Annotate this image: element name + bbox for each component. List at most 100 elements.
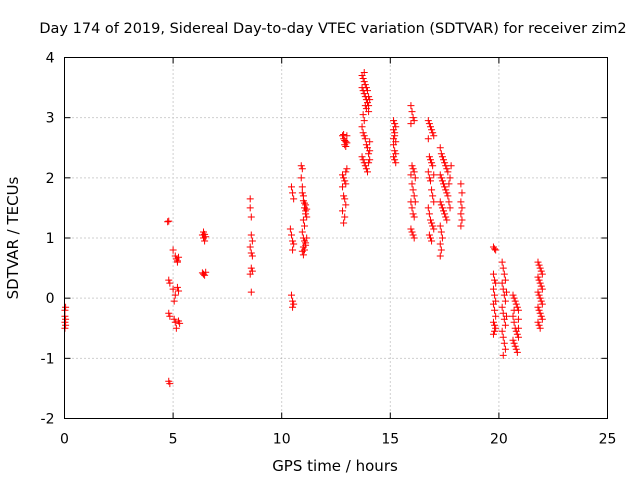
data-point (491, 291, 499, 299)
data-point (499, 351, 507, 359)
data-point (513, 330, 521, 338)
data-point (339, 171, 347, 179)
data-point (499, 333, 507, 341)
data-point (426, 216, 434, 224)
data-point (303, 205, 311, 213)
data-point (201, 271, 209, 279)
data-point (298, 189, 306, 197)
y-tick-label: 3 (46, 111, 55, 127)
data-point (365, 159, 373, 167)
data-point (457, 222, 465, 230)
data-point (340, 131, 348, 139)
data-point (299, 251, 307, 259)
data-point (437, 174, 445, 182)
data-point (489, 330, 497, 338)
data-point (407, 120, 415, 128)
y-axis-tick-labels: -2 -1 0 1 2 3 4 (41, 51, 55, 428)
data-point (361, 81, 369, 89)
data-point (428, 186, 436, 194)
data-point (443, 189, 451, 197)
data-point (428, 237, 436, 245)
data-point (513, 303, 521, 311)
data-point (362, 141, 370, 149)
data-point (342, 168, 350, 176)
data-point (510, 318, 518, 326)
data-point (444, 192, 452, 200)
data-point (302, 210, 310, 218)
data-point (428, 159, 436, 167)
x-tick-label: 20 (490, 432, 508, 448)
data-point (62, 315, 70, 323)
data-point (499, 264, 507, 272)
data-point (391, 129, 399, 137)
data-point (436, 222, 444, 230)
data-point (512, 300, 520, 308)
data-point (425, 120, 433, 128)
data-point (365, 93, 373, 101)
data-point (359, 75, 367, 83)
axis-ticks (64, 57, 608, 419)
data-point (436, 252, 444, 260)
data-point (511, 342, 519, 350)
data-point (169, 285, 177, 293)
data-point (164, 218, 172, 226)
data-point (430, 132, 438, 140)
data-point (247, 231, 255, 239)
data-point (360, 132, 368, 140)
x-tick-label: 25 (599, 432, 617, 448)
data-point (425, 210, 433, 218)
data-point (498, 279, 506, 287)
data-point (503, 312, 511, 320)
data-point (429, 192, 437, 200)
data-point (536, 294, 544, 302)
data-point (340, 192, 348, 200)
data-point (425, 153, 433, 161)
data-point (498, 258, 506, 266)
data-point (501, 345, 509, 353)
data-point (391, 156, 399, 164)
data-point (392, 159, 400, 167)
data-point (458, 216, 466, 224)
data-point (287, 291, 295, 299)
data-point (298, 247, 306, 255)
data-point (537, 282, 545, 290)
data-point (246, 243, 254, 251)
data-point (444, 168, 452, 176)
data-point (436, 240, 444, 248)
data-point (248, 252, 256, 260)
data-point (499, 285, 507, 293)
data-point (424, 117, 432, 125)
data-point (246, 204, 254, 212)
data-point (457, 210, 465, 218)
data-point (442, 213, 450, 221)
data-point (436, 144, 444, 152)
data-point (429, 222, 437, 230)
data-point (428, 126, 436, 134)
data-point (391, 147, 399, 155)
data-point (343, 132, 351, 140)
data-point (503, 288, 511, 296)
data-point (534, 273, 542, 281)
data-point (361, 102, 369, 110)
data-point (290, 300, 298, 308)
data-point (510, 294, 518, 302)
data-point (360, 69, 368, 77)
data-point (534, 258, 542, 266)
data-point (360, 78, 368, 86)
y-tick-label: 1 (46, 231, 55, 247)
data-point (535, 321, 543, 329)
data-point (201, 230, 209, 238)
data-point (410, 213, 418, 221)
data-point (492, 324, 500, 332)
y-tick-label: -1 (41, 351, 55, 367)
data-point (441, 183, 449, 191)
data-point (409, 165, 417, 173)
data-point (426, 156, 434, 164)
data-point (360, 90, 368, 98)
data-point (408, 204, 416, 212)
data-point (491, 321, 499, 329)
data-point (340, 219, 348, 227)
data-point (339, 207, 347, 215)
data-point (510, 339, 518, 347)
